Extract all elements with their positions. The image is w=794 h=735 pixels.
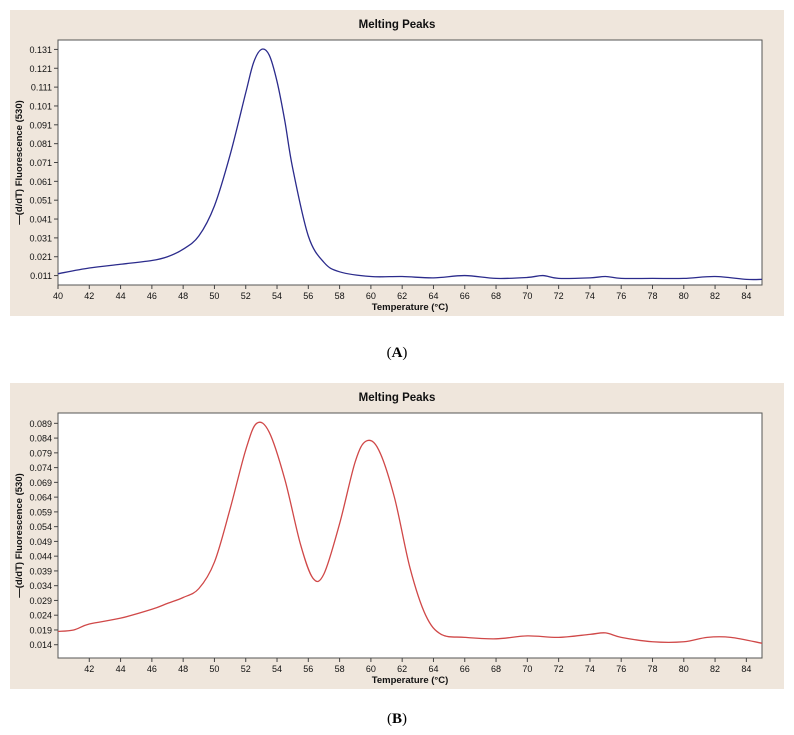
x-tick-label: 42 [84,291,94,301]
chart-title: Melting Peaks [358,19,436,31]
x-axis-label: Temperature (°C) [372,675,448,686]
x-tick-label: 76 [616,664,626,674]
x-tick-label: 66 [460,664,470,674]
y-tick-label: 0.024 [29,611,52,621]
y-tick-label: 0.054 [29,522,52,532]
chart-panel-b: Melting Peaks 0.014 0.019 0.024 0.029 0.034 0… [10,383,784,689]
x-tick-label: 72 [554,291,564,301]
y-tick-label: 0.039 [29,566,52,576]
x-tick-label: 46 [147,291,157,301]
x-tick-label: 84 [741,291,751,301]
y-tick-label: 0.101 [29,101,52,111]
y-tick-label: 0.084 [29,434,52,444]
x-tick-label: 70 [522,664,532,674]
x-tick-label: 42 [84,664,94,674]
x-axis-label: Temperature (°C) [372,302,448,313]
x-tick-label: 80 [679,664,689,674]
y-tick-label: 0.029 [29,596,52,606]
y-axis-label: —(d/dT) Fluorescence (530) [14,473,25,598]
x-tick-label: 80 [679,291,689,301]
x-tick-label: 84 [741,664,751,674]
x-tick-label: 44 [116,664,126,674]
x-tick-label: 56 [303,291,313,301]
x-tick-label: 50 [209,664,219,674]
x-tick-label: 62 [397,664,407,674]
y-tick-label: 0.131 [29,45,52,55]
x-tick-label: 62 [397,291,407,301]
y-tick-label: 0.061 [29,177,52,187]
plot-area [57,39,763,286]
x-tick-label: 54 [272,291,282,301]
y-tick-label: 0.071 [29,158,52,168]
x-tick-label: 52 [241,291,251,301]
y-tick-label: 0.011 [30,271,52,281]
x-tick-label: 60 [366,291,376,301]
x-tick-label: 82 [710,291,720,301]
y-tick-label: 0.089 [29,419,52,429]
x-tick-label: 58 [335,664,345,674]
x-tick-label: 74 [585,664,595,674]
y-tick-label: 0.069 [29,478,52,488]
chart-title: Melting Peaks [358,392,436,404]
y-tick-label: 0.091 [29,120,52,130]
y-tick-label: 0.031 [29,233,52,243]
caption-a: (A) [386,345,408,361]
chart-b: 0.014 0.019 0.024 0.029 0.034 0.039 0.044 0.049… [14,412,763,686]
series-line [57,48,763,281]
x-tick-label: 68 [491,291,501,301]
y-tick-label: 0.074 [29,463,52,473]
y-tick-label: 0.014 [29,640,52,650]
y-tick-label: 0.019 [29,625,52,635]
x-tick-label: 58 [335,291,345,301]
x-tick-label: 70 [522,291,532,301]
x-tick-label: 56 [303,664,313,674]
x-tick-label: 50 [209,291,219,301]
plot-area [57,412,763,659]
y-tick-label: 0.041 [29,215,52,225]
y-tick-label: 0.064 [29,493,52,503]
y-tick-label: 0.111 [31,83,52,93]
y-tick-label: 0.034 [29,581,52,591]
y-tick-label: 0.021 [29,252,52,262]
y-axis-label: —(d/dT) Fluorescence (530) [14,100,25,225]
x-tick-label: 52 [241,664,251,674]
chart-panel-a: Melting Peaks 0.011 0.021 0.031 0.041 0.051 0… [10,10,784,316]
caption-b: (B) [386,711,407,727]
x-tick-label: 74 [585,291,595,301]
chart-a: 0.011 0.021 0.031 0.041 0.051 0.061 0.071 0.081… [14,39,763,313]
y-tick-label: 0.121 [29,64,52,74]
x-tick-label: 68 [491,664,501,674]
x-tick-label: 48 [178,291,188,301]
y-tick-label: 0.059 [29,507,52,517]
x-tick-label: 82 [710,664,720,674]
x-tick-label: 40 [53,291,63,301]
series-line [57,421,763,644]
x-tick-label: 64 [428,291,438,301]
x-tick-label: 78 [647,291,657,301]
x-tick-label: 46 [147,664,157,674]
y-tick-label: 0.044 [29,552,52,562]
x-tick-label: 78 [647,664,657,674]
y-tick-label: 0.079 [29,448,52,458]
y-tick-label: 0.049 [29,537,52,547]
y-tick-label: 0.081 [29,139,52,149]
x-tick-label: 64 [428,664,438,674]
x-tick-label: 48 [178,664,188,674]
x-tick-label: 60 [366,664,376,674]
x-tick-label: 44 [116,291,126,301]
x-tick-label: 76 [616,291,626,301]
y-tick-label: 0.051 [29,196,52,206]
x-tick-label: 72 [554,664,564,674]
x-tick-label: 54 [272,664,282,674]
x-tick-label: 66 [460,291,470,301]
